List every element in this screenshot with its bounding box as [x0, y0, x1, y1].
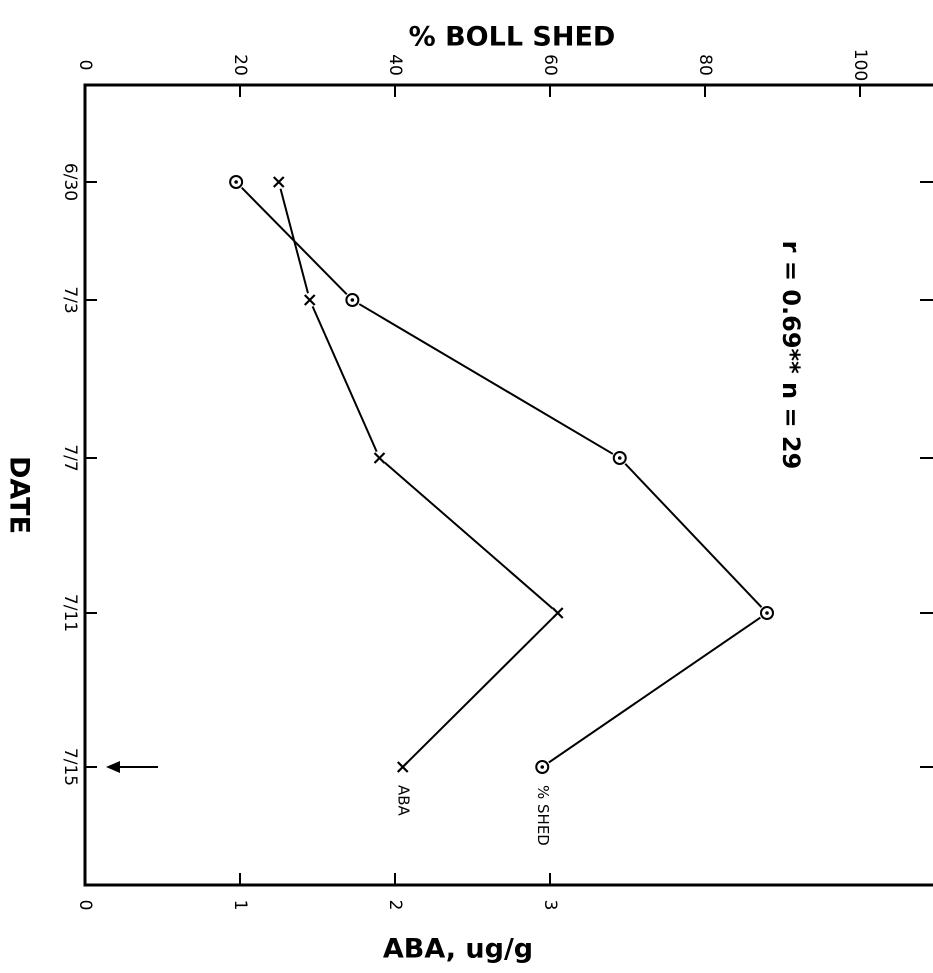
data-point-aba: [373, 452, 386, 464]
data-point-aba: [303, 294, 316, 306]
top-axis-tick-label: 40: [385, 54, 405, 76]
series-label-aba: ABA: [394, 785, 412, 817]
data-point-shed: [760, 606, 774, 620]
data-point-shed: [535, 760, 550, 774]
series-line-aba: [384, 461, 554, 610]
series-line-aba: [311, 305, 378, 453]
data-point-shed: [612, 451, 627, 465]
top-axis-tick-label: 80: [695, 54, 715, 76]
date-tick-label: 6/30: [60, 163, 80, 201]
top-axis-title: % BOLL SHED: [409, 22, 616, 53]
series-line-aba: [407, 617, 554, 763]
data-point-aba: [396, 761, 409, 773]
bottom-axis-tick-label: 1: [230, 900, 250, 911]
bottom-axis-tick-label: 3: [540, 900, 560, 911]
top-axis-tick-label: 20: [230, 54, 250, 76]
series-label-shed: % SHED: [534, 785, 552, 846]
correlation-annotation: r = 0.69** n = 29: [777, 241, 805, 470]
bottom-axis-title: ABA, ug/g: [383, 934, 533, 965]
plot-frame-group: [83, 83, 933, 887]
bottom-axis-tick-label: 2: [385, 900, 405, 911]
date-tick-label: 7/11: [60, 594, 80, 632]
top-axis-tick-label: 100: [850, 49, 870, 81]
top-axis-tick-label: 0: [75, 60, 95, 71]
data-point-aba: [551, 607, 564, 619]
series-line-shed: [358, 303, 614, 455]
ticks-group: [84, 85, 933, 885]
date-tick-label: 7/3: [60, 286, 80, 313]
series-line-aba: [279, 188, 309, 294]
top-axis-tick-label: 60: [540, 54, 560, 76]
bottom-axis-tick-label: 0: [75, 900, 95, 911]
data-point-aba: [272, 176, 285, 188]
plot-frame: [83, 83, 933, 887]
text-group: % BOLL SHED ABA, ug/g DATE r = 0.69** n …: [4, 22, 806, 965]
series-line-shed: [548, 616, 761, 764]
data-point-shed: [345, 293, 360, 307]
data-point-shed: [229, 175, 244, 189]
date-axis-title: DATE: [4, 456, 35, 534]
date-tick-label: 7/7: [60, 444, 80, 471]
date-tick-label: 7/15: [60, 748, 80, 786]
series-line-shed: [624, 463, 763, 608]
date-arrow: [106, 761, 158, 773]
series-group: % SHED ABA: [106, 175, 774, 846]
tick-labels-group: 0 20 40 60 80 100 0 1 2 3 6/30 7/3 7/7 7/11 7/15: [60, 49, 870, 911]
